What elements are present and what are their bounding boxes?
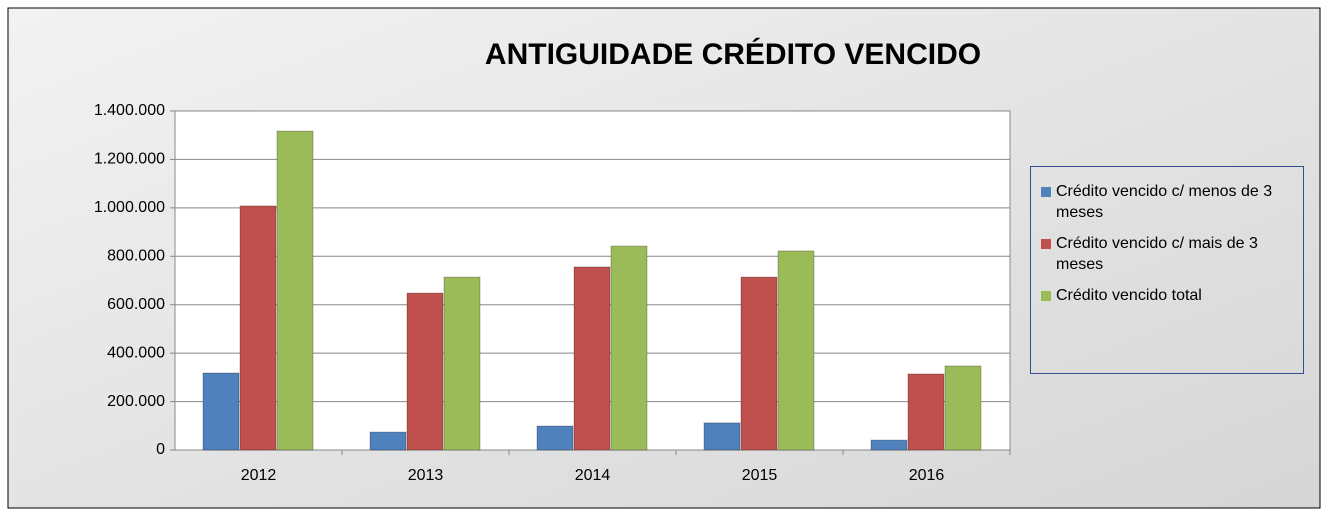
x-tick-label: 2013 [408, 467, 444, 484]
bar [907, 373, 945, 451]
bar [777, 250, 815, 451]
bar [406, 292, 444, 451]
x-tick-label: 2012 [241, 467, 277, 484]
legend-item: Crédito vencido c/ menos de 3 meses [1037, 181, 1297, 223]
bar [369, 431, 407, 451]
bar [944, 365, 982, 451]
x-tick-label: 2016 [909, 467, 945, 484]
legend-label: Crédito vencido c/ menos de 3 meses [1056, 183, 1273, 221]
y-tick-label: 600.000 [107, 296, 165, 313]
bar [703, 422, 741, 451]
y-tick-label: 800.000 [107, 248, 165, 265]
bar [740, 276, 778, 451]
y-tick-label: 200.000 [107, 393, 165, 410]
bar [239, 205, 277, 451]
legend-label: Crédito vencido total [1056, 287, 1202, 304]
legend-swatch [1041, 291, 1051, 301]
x-tick-label: 2015 [742, 467, 778, 484]
legend-item: Crédito vencido c/ mais de 3 meses [1037, 233, 1297, 275]
bar [202, 372, 240, 451]
chart-title: ANTIGUIDADE CRÉDITO VENCIDO [485, 37, 981, 71]
legend: Crédito vencido c/ menos de 3 meses Crédi… [1030, 166, 1304, 374]
legend-item: Crédito vencido total [1037, 285, 1297, 306]
bar [573, 266, 611, 451]
bar [276, 130, 314, 451]
y-tick-label: 1.000.000 [94, 199, 165, 216]
y-tick-label: 0 [156, 441, 165, 458]
y-tick-label: 1.200.000 [94, 151, 165, 168]
bar [536, 425, 574, 451]
legend-label: Crédito vencido c/ mais de 3 meses [1056, 235, 1258, 273]
legend-swatch [1041, 239, 1051, 249]
y-tick-label: 1.400.000 [94, 102, 165, 119]
x-tick-label: 2014 [575, 467, 611, 484]
y-tick-label: 400.000 [107, 344, 165, 361]
bar [443, 276, 481, 451]
legend-swatch [1041, 187, 1051, 197]
bar [870, 439, 908, 451]
bar [610, 245, 648, 451]
